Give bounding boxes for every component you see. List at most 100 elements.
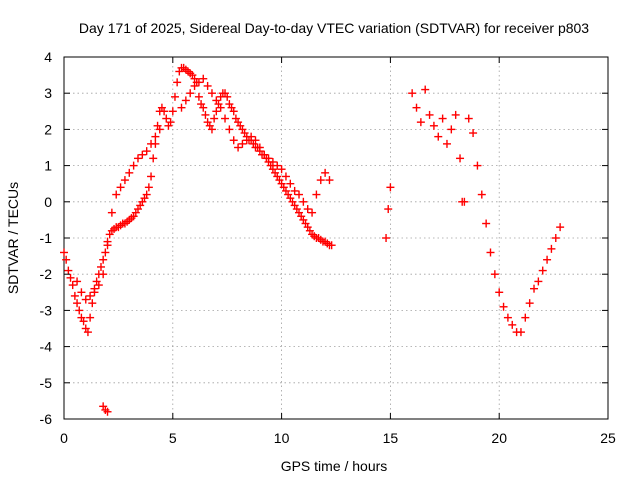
data-point: [221, 114, 230, 123]
data-point: [295, 190, 304, 199]
data-point: [162, 114, 171, 123]
data-point: [290, 186, 299, 195]
data-point: [412, 103, 421, 112]
data-point: [147, 172, 156, 181]
data-point: [99, 270, 108, 279]
data-point: [86, 291, 95, 300]
data-point: [103, 407, 112, 416]
data-point: [83, 328, 92, 337]
y-tick-label: -3: [40, 302, 53, 318]
y-tick-label: -2: [40, 266, 53, 282]
data-point: [173, 78, 182, 87]
data-point: [68, 281, 77, 290]
data-point: [129, 161, 138, 170]
data-point: [62, 255, 71, 264]
data-point: [408, 89, 417, 98]
data-point: [194, 78, 203, 87]
data-point: [534, 277, 543, 286]
data-point: [516, 328, 525, 337]
data-point: [149, 154, 158, 163]
data-point: [75, 306, 84, 315]
y-tick-label: -6: [40, 411, 53, 427]
data-point: [147, 139, 156, 148]
data-point: [73, 277, 82, 286]
data-point: [199, 103, 208, 112]
data-point: [120, 176, 129, 185]
data-point: [456, 154, 465, 163]
data-point: [86, 313, 95, 322]
data-point: [495, 288, 504, 297]
data-point: [212, 96, 221, 105]
data-point: [547, 244, 556, 253]
data-point: [312, 190, 321, 199]
data-point: [142, 190, 151, 199]
data-point: [499, 302, 508, 311]
x-tick-label: 10: [274, 430, 290, 446]
data-point: [247, 132, 256, 141]
data-point: [525, 299, 534, 308]
data-point: [138, 150, 147, 159]
data-point: [181, 96, 190, 105]
data-point: [212, 107, 221, 116]
data-point: [73, 299, 82, 308]
x-tick-label: 25: [600, 430, 616, 446]
data-point: [229, 136, 238, 145]
data-point: [103, 241, 112, 250]
data-point: [133, 154, 142, 163]
data-point: [327, 241, 336, 250]
data-point: [199, 74, 208, 83]
data-point: [429, 121, 438, 130]
y-tick-label: 0: [44, 194, 52, 210]
data-point: [101, 248, 110, 257]
data-point: [321, 168, 330, 177]
y-tick-label: -5: [40, 375, 53, 391]
chart-title: Day 171 of 2025, Sidereal Day-to-day VTE…: [79, 20, 589, 36]
data-point: [77, 288, 86, 297]
y-tick-label: 2: [44, 121, 52, 137]
data-point: [503, 313, 512, 322]
data-point: [325, 176, 334, 185]
data-point: [543, 255, 552, 264]
data-point: [508, 320, 517, 329]
data-point: [451, 110, 460, 119]
data-point: [60, 248, 68, 257]
y-tick-label: 1: [44, 158, 52, 174]
data-point: [99, 255, 108, 264]
data-point: [160, 107, 169, 116]
data-point: [521, 313, 530, 322]
data-point: [207, 125, 216, 134]
data-point: [96, 262, 105, 271]
data-point: [234, 143, 243, 152]
data-point: [242, 136, 251, 145]
data-point: [144, 183, 153, 192]
data-point: [190, 81, 199, 90]
data-point: [268, 157, 277, 166]
data-point: [186, 89, 195, 98]
data-point: [434, 132, 443, 141]
data-point: [281, 172, 290, 181]
data-point: [477, 190, 486, 199]
data-point: [556, 223, 565, 232]
data-point: [316, 176, 325, 185]
data-point: [225, 125, 234, 134]
data-point: [203, 81, 212, 90]
x-tick-label: 5: [169, 430, 177, 446]
data-point: [207, 89, 216, 98]
data-point: [255, 143, 264, 152]
y-tick-label: -1: [40, 230, 53, 246]
data-point: [382, 234, 391, 242]
data-point: [201, 110, 210, 119]
data-point: [170, 92, 179, 101]
data-point: [112, 190, 121, 199]
data-point: [308, 208, 317, 217]
data-point: [216, 103, 225, 112]
data-point: [168, 107, 177, 116]
data-point: [458, 197, 467, 206]
data-point: [238, 139, 247, 148]
data-point: [490, 270, 499, 279]
data-point: [251, 136, 260, 145]
data-point: [530, 284, 539, 293]
data-point: [264, 154, 273, 163]
data-point: [425, 110, 434, 119]
data-point: [482, 219, 491, 228]
